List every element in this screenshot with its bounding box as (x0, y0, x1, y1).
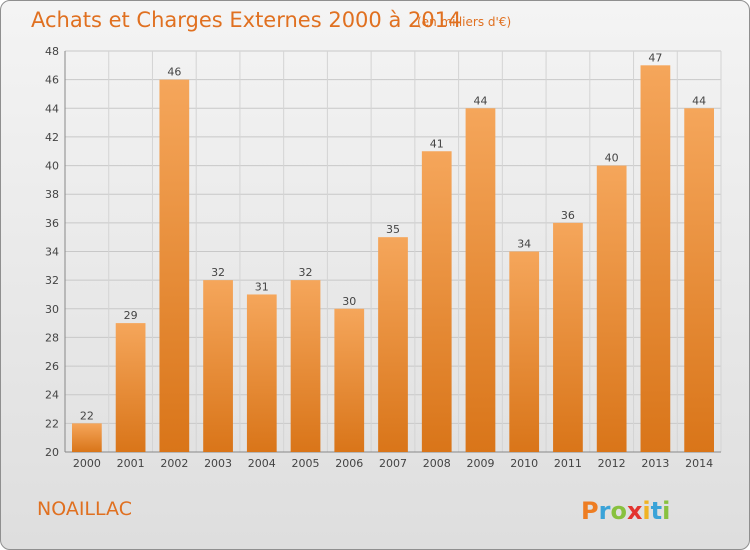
y-tick-label: 42 (45, 131, 59, 144)
value-label-2004: 31 (255, 280, 269, 293)
value-label-2008: 41 (430, 137, 444, 150)
y-tick-label: 32 (45, 274, 59, 287)
y-tick-label: 44 (45, 102, 59, 115)
x-tick-label: 2000 (73, 457, 101, 470)
logo-letter: P (581, 497, 599, 525)
bar-2004 (246, 294, 277, 452)
x-tick-label: 2005 (292, 457, 320, 470)
logo-letter: o (610, 497, 627, 525)
x-tick-label: 2004 (248, 457, 276, 470)
logo-letter: t (651, 497, 662, 525)
y-tick-label: 34 (45, 246, 59, 259)
value-label-2011: 36 (561, 209, 575, 222)
value-label-2009: 44 (473, 94, 487, 107)
value-label-2014: 44 (692, 94, 706, 107)
value-label-2013: 47 (648, 51, 662, 64)
x-tick-label: 2014 (685, 457, 713, 470)
value-label-2005: 32 (299, 266, 313, 279)
value-label-2000: 22 (80, 409, 94, 422)
y-tick-label: 28 (45, 331, 59, 344)
y-tick-label: 22 (45, 417, 59, 430)
bar-2011 (553, 222, 583, 452)
bar-2013 (640, 65, 671, 453)
x-tick-label: 2010 (510, 457, 538, 470)
x-tick-label: 2001 (117, 457, 145, 470)
x-tick-label: 2008 (423, 457, 451, 470)
y-tick-label: 40 (45, 160, 59, 173)
value-label-2003: 32 (211, 266, 225, 279)
y-tick-label: 24 (45, 389, 59, 402)
y-tick-label: 26 (45, 360, 59, 373)
bar-2003 (203, 280, 233, 452)
place-name: NOAILLAC (37, 498, 132, 520)
logo-letter: i (662, 497, 670, 525)
x-tick-label: 2007 (379, 457, 407, 470)
logo-letter: i (642, 497, 650, 525)
bar-2000 (71, 423, 102, 452)
bar-2009 (465, 108, 496, 453)
x-tick-label: 2003 (204, 457, 232, 470)
value-label-2001: 29 (124, 309, 138, 322)
y-tick-label: 36 (45, 217, 59, 230)
x-tick-label: 2006 (335, 457, 363, 470)
logo-letter: r (599, 497, 611, 525)
bars (71, 65, 715, 453)
bar-2008 (421, 151, 452, 452)
y-tick-label: 20 (45, 446, 59, 459)
value-label-2007: 35 (386, 223, 400, 236)
value-label-2012: 40 (605, 152, 619, 165)
y-tick-label: 46 (45, 74, 59, 87)
bar-2001 (115, 323, 146, 452)
y-tick-label: 48 (45, 45, 59, 58)
x-tick-label: 2012 (598, 457, 626, 470)
bar-2002 (159, 79, 190, 453)
tick-labels: 20 22 24 26 28 30 32 34 36 38 40 42 44 46 48 2000 2001 20… (45, 45, 713, 470)
proxiti-logo: Proxiti (581, 497, 670, 525)
bar-2007 (378, 237, 408, 452)
x-tick-label: 2009 (466, 457, 494, 470)
bar-2014 (684, 108, 715, 453)
x-tick-label: 2013 (641, 457, 669, 470)
logo-letter: x (627, 497, 643, 525)
x-tick-label: 2002 (160, 457, 188, 470)
value-label-2002: 46 (167, 66, 181, 79)
value-label-2006: 30 (342, 295, 356, 308)
value-labels: 22 29 46 32 31 32 30 35 41 44 34 36 40 47 44 (80, 51, 706, 422)
bar-2005 (290, 280, 321, 452)
y-tick-label: 30 (45, 303, 59, 316)
chart-subtitle: (en milliers d'€) (417, 15, 511, 29)
chart-title: Achats et Charges Externes 2000 à 2014 (31, 8, 461, 32)
bar-2010 (509, 251, 540, 452)
value-label-2010: 34 (517, 238, 531, 251)
y-tick-label: 38 (45, 188, 59, 201)
bar-2012 (596, 165, 627, 453)
x-tick-label: 2011 (554, 457, 582, 470)
bar-2006 (334, 308, 365, 452)
